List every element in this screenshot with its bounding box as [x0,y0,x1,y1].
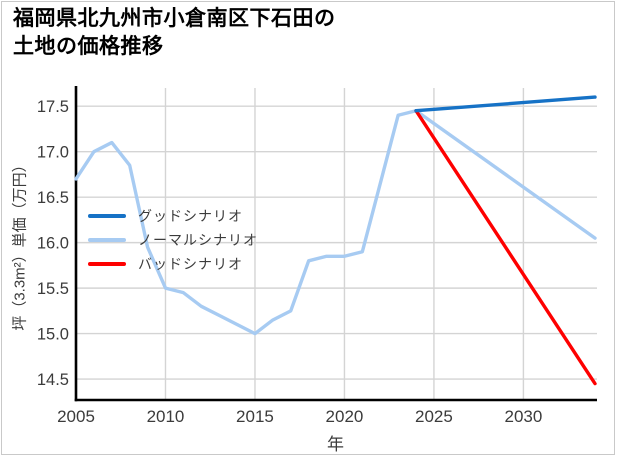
x-axis-label: 年 [327,435,344,454]
chart-title: 福岡県北九州市小倉南区下石田の 土地の価格推移 [13,5,336,61]
chart-title-line-1: 福岡県北九州市小倉南区下石田の [13,7,336,30]
legend-line-swatch [88,214,126,218]
chart-title-line-2: 土地の価格推移 [13,35,164,58]
x-tick-label: 2005 [57,407,95,426]
y-tick-label: 14.5 [37,371,69,389]
x-tick-label: 2030 [504,407,542,426]
series-line-3 [414,109,597,386]
legend-line-swatch [88,262,126,266]
legend-label: バッドシナリオ [138,256,243,272]
y-axis-label: 坪（3.3m²）単価（万円） [11,157,29,331]
y-tick-label: 16.5 [37,189,69,207]
series-line-1 [414,95,597,113]
series-line-2 [74,109,597,336]
y-tick-label: 16.0 [37,235,69,253]
x-tick-label: 2010 [147,407,185,426]
legend-line-swatch [88,238,126,242]
y-tick-label: 17.0 [37,144,69,162]
y-tick-label: 17.5 [37,98,69,116]
y-tick-label: 15.5 [37,280,69,298]
legend-item: ノーマルシナリオ [88,228,258,252]
legend-item: バッドシナリオ [88,252,258,276]
x-tick-label: 2025 [415,407,453,426]
legend-label: グッドシナリオ [138,208,243,224]
x-tick-label: 2020 [326,407,364,426]
legend-label: ノーマルシナリオ [138,232,258,248]
legend-item: グッドシナリオ [88,204,258,228]
y-tick-label: 15.0 [37,326,69,344]
x-tick-label: 2015 [236,407,274,426]
legend: グッドシナリオ ノーマルシナリオ バッドシナリオ [88,204,258,276]
